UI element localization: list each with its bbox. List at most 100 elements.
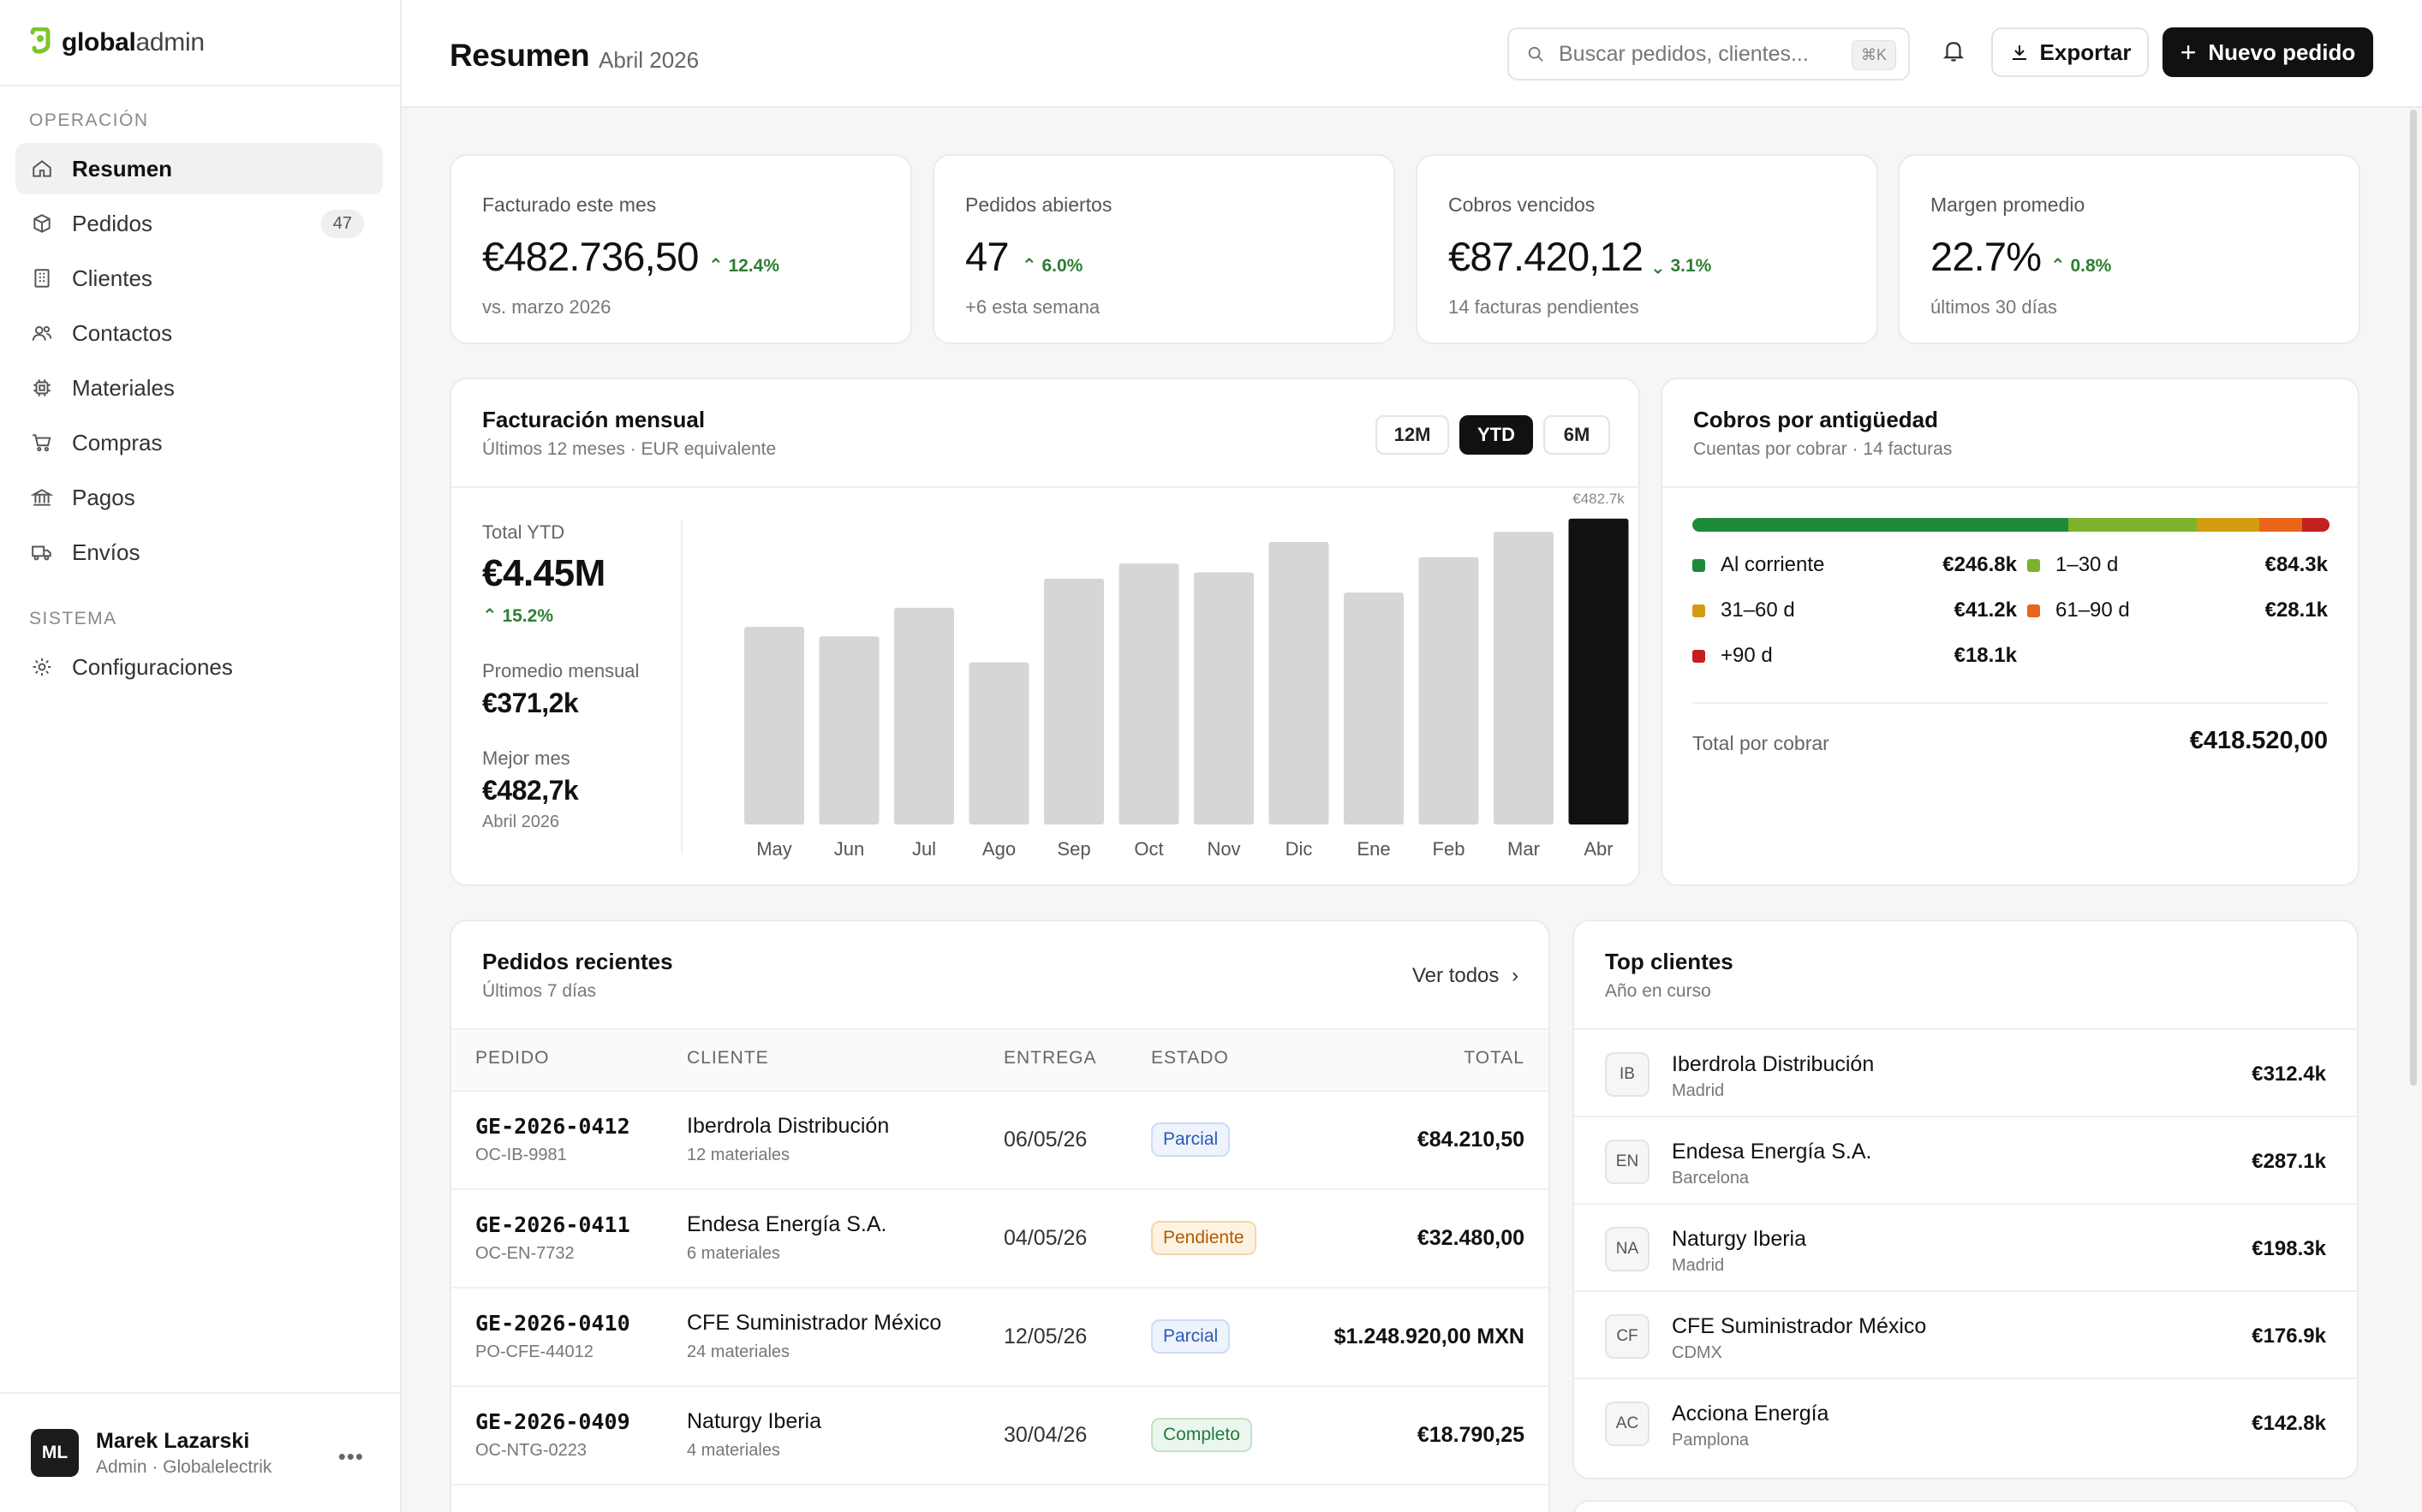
order-date-cell: 06/05/26 <box>1004 1128 1088 1152</box>
bar-oct[interactable] <box>1119 563 1179 824</box>
table-row[interactable]: GE-2026-0411 OC-EN-7732 Endesa Energía S… <box>451 1188 1548 1287</box>
x-tick-label: Ene <box>1357 838 1390 860</box>
download-icon <box>2012 45 2026 60</box>
x-tick-label: Sep <box>1057 838 1090 860</box>
clients-title: Top clientes <box>1605 949 1733 974</box>
aging-legend-61-90: 61–90 d <box>2027 598 2130 622</box>
status-badge: Parcial <box>1151 1319 1231 1354</box>
client-name: Iberdrola Distribución <box>1672 1052 1875 1076</box>
aging-subtitle: Cuentas por cobrar · 14 facturas <box>1693 439 1953 459</box>
client-city: Pamplona <box>1672 1431 1750 1449</box>
notifications-bell-icon[interactable] <box>1941 38 1970 67</box>
user-role: Admin · Globalelectrik <box>96 1456 272 1477</box>
sidebar: globaladmin OPERACIÓN Resumen Resumen Pe… <box>0 0 402 1512</box>
chip-icon <box>33 379 51 396</box>
order-status-cell: Parcial <box>1151 1319 1231 1354</box>
kpi-delta: ⌃ 6.0% <box>1022 256 1083 276</box>
bar-dic[interactable] <box>1268 541 1329 824</box>
order-total-cell: €18.790,25 <box>1417 1423 1524 1447</box>
user-profile[interactable]: ML Marek Lazarski Admin · Globalelectrik… <box>0 1392 400 1512</box>
sidebar-item-pedidos[interactable]: Resumen Pedidos 47 <box>15 198 383 249</box>
best-month-label: Abril 2026 <box>482 813 560 831</box>
col-total[interactable]: TOTAL <box>1464 1048 1524 1068</box>
kpi-value: €87.420,12 <box>1448 234 1644 279</box>
top-header: Resumen Abril 2026 Buscar pedidos, clien… <box>402 0 2422 108</box>
tab-12m[interactable]: 12M <box>1375 415 1449 455</box>
sidebar-item-clientes[interactable]: Clientes <box>15 253 383 304</box>
client-avatar: AC <box>1605 1402 1649 1446</box>
aging-segment <box>2258 518 2302 532</box>
x-tick-label: Mar <box>1507 838 1540 860</box>
orders-subtitle: Últimos 7 días <box>482 981 597 1001</box>
table-row[interactable] <box>451 1484 1548 1512</box>
legend-swatch <box>1692 558 1705 572</box>
table-row[interactable]: GE-2026-0412 OC-IB-9981 Iberdrola Distri… <box>451 1090 1548 1188</box>
user-name: Marek Lazarski <box>96 1428 250 1453</box>
bar-nov[interactable] <box>1194 572 1254 824</box>
box-icon <box>33 214 51 233</box>
search-input[interactable]: Buscar pedidos, clientes... ⌘K <box>1507 27 1910 80</box>
aging-stacked-bar <box>1692 518 2330 532</box>
bar-ago[interactable] <box>969 662 1029 824</box>
col-entrega[interactable]: ENTREGA <box>1004 1048 1097 1068</box>
kpi-delta: ⌃ 0.8% <box>2050 256 2112 276</box>
table-row[interactable]: GE-2026-0410 PO-CFE-44012 CFE Suministra… <box>451 1287 1548 1385</box>
sidebar-item-resumen[interactable]: Resumen <box>15 143 383 194</box>
recent-orders-card: Pedidos recientes Últimos 7 días Ver tod… <box>450 920 1550 1512</box>
bar-jul[interactable] <box>894 607 954 824</box>
export-button[interactable]: Exportar <box>1991 27 2149 77</box>
sidebar-item-envios[interactable]: Envíos <box>15 527 383 578</box>
client-row[interactable]: IB Iberdrola Distribución Madrid €312.4k <box>1574 1028 2357 1116</box>
client-row[interactable]: AC Acciona Energía Pamplona €142.8k <box>1574 1378 2357 1465</box>
aging-segment <box>2301 518 2330 532</box>
ytd-delta: ⌃ 15.2% <box>482 606 553 626</box>
bar-may[interactable] <box>744 627 804 824</box>
tab-6m[interactable]: 6M <box>1543 415 1610 455</box>
x-tick-label: Dic <box>1286 838 1313 860</box>
order-total-cell: $1.248.920,00 MXN <box>1333 1324 1524 1348</box>
order-total-cell: €32.480,00 <box>1417 1226 1524 1250</box>
order-client-cell: CFE Suministrador México 24 materiales <box>687 1311 942 1361</box>
bar-abr[interactable] <box>1568 518 1629 824</box>
client-row[interactable]: NA Naturgy Iberia Madrid €198.3k <box>1574 1203 2357 1290</box>
client-city: Barcelona <box>1672 1169 1750 1188</box>
sidebar-item-configuraciones[interactable]: Configuraciones <box>15 641 383 693</box>
page-scrollbar[interactable] <box>2410 110 2417 1086</box>
more-options-icon[interactable]: ••• <box>337 1444 364 1469</box>
avatar: ML <box>31 1429 79 1477</box>
view-all-link[interactable]: Ver todos › <box>1412 964 1519 987</box>
col-estado[interactable]: ESTADO <box>1151 1048 1229 1068</box>
x-tick-label: Nov <box>1207 838 1240 860</box>
billing-subtitle: Últimos 12 meses · EUR equivalente <box>482 439 777 459</box>
client-city: Madrid <box>1672 1256 1725 1275</box>
sidebar-item-contactos[interactable]: Contactos <box>15 307 383 359</box>
sidebar-item-pagos[interactable]: Pagos <box>15 472 383 523</box>
building-icon <box>34 269 50 288</box>
search-placeholder: Buscar pedidos, clientes... <box>1559 41 1809 66</box>
status-badge: Pendiente <box>1151 1221 1256 1255</box>
new-order-button[interactable]: + Nuevo pedido <box>2162 27 2373 77</box>
col-pedido[interactable]: PEDIDO <box>475 1048 550 1068</box>
billing-bar-chart: May Jun Jul Ago Sep Oct Nov Dic Ene Feb Mar Abr €482… <box>744 491 1629 860</box>
bar-jun[interactable] <box>819 636 880 824</box>
bar-ene[interactable] <box>1344 592 1404 824</box>
client-row[interactable]: EN Endesa Energía S.A. Barcelona €287.1k <box>1574 1116 2357 1203</box>
client-row[interactable]: CF CFE Suministrador México CDMX €176.9k <box>1574 1290 2357 1378</box>
nav-section-ops: OPERACIÓN <box>29 110 149 130</box>
sidebar-item-materiales[interactable]: Materiales <box>15 362 383 414</box>
order-client-cell: Naturgy Iberia 4 materiales <box>687 1409 822 1460</box>
legend-swatch <box>1692 649 1705 663</box>
brand-logo-icon <box>30 27 51 54</box>
bar-sep[interactable] <box>1044 578 1104 824</box>
pedidos-count-badge: 47 <box>320 210 364 238</box>
table-row[interactable]: GE-2026-0409 OC-NTG-0223 Naturgy Iberia … <box>451 1385 1548 1484</box>
bar-feb[interactable] <box>1418 557 1479 824</box>
brand[interactable]: globaladmin <box>0 0 400 86</box>
kpi-card-margen: Margen promedio 22.7% ⌃ 0.8% últimos 30 … <box>1898 154 2360 344</box>
col-cliente[interactable]: CLIENTE <box>687 1048 769 1068</box>
kpi-card-cobros: Cobros vencidos €87.420,12 ⌃ 3.1% 14 fac… <box>1416 154 1878 344</box>
sidebar-item-compras[interactable]: Compras <box>15 417 383 468</box>
aging-total-value: €418.520,00 <box>2189 727 2328 754</box>
bar-mar[interactable] <box>1494 532 1554 824</box>
tab-ytd[interactable]: YTD <box>1459 415 1533 455</box>
